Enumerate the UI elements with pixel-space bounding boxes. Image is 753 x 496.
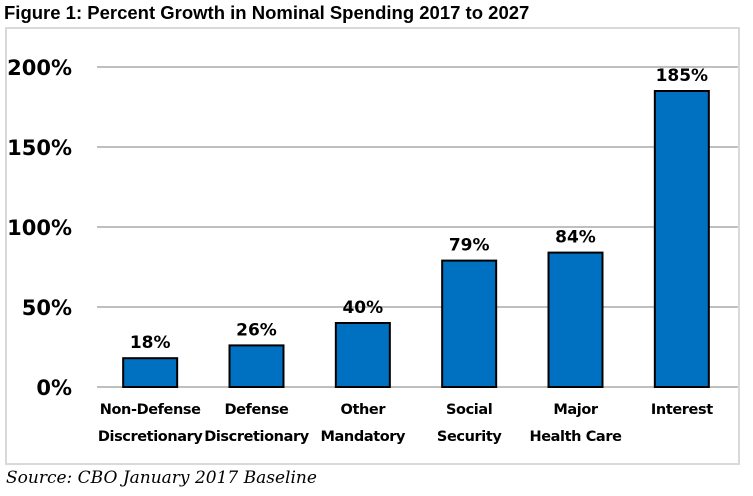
data-label: 18% <box>130 333 171 353</box>
y-tick-label: 50% <box>22 296 72 320</box>
bar <box>547 251 604 388</box>
x-tick-label: Social <box>446 402 492 418</box>
x-tick-label: Security <box>437 429 502 445</box>
bar <box>441 259 498 389</box>
bar <box>122 357 179 389</box>
y-tick-label: 0% <box>36 376 72 400</box>
y-tick-label: 200% <box>7 56 72 80</box>
y-tick-label: 100% <box>7 216 72 240</box>
data-label: 26% <box>236 320 277 340</box>
x-tick-label: Major <box>553 402 599 418</box>
x-tick-label: Defense <box>224 402 289 418</box>
data-label: 84% <box>555 228 596 248</box>
x-tick-label: Other <box>341 402 387 418</box>
bar <box>653 90 710 388</box>
source-note: Source: CBO January 2017 Baseline <box>6 468 317 488</box>
chart-title: Figure 1: Percent Growth in Nominal Spen… <box>4 2 530 23</box>
chart-frame <box>5 27 740 465</box>
x-tick-label: Discretionary <box>98 429 204 445</box>
data-label: 79% <box>449 236 490 256</box>
x-tick-label: Mandatory <box>321 429 407 445</box>
x-tick-label: Health Care <box>529 429 622 445</box>
x-tick-label: Non-Defense <box>100 402 201 418</box>
bar <box>334 322 391 388</box>
data-label: 185% <box>656 66 709 86</box>
x-tick-label: Discretionary <box>204 429 310 445</box>
data-label: 40% <box>342 298 383 318</box>
bar <box>228 344 285 388</box>
x-tick-label: Interest <box>651 402 713 418</box>
y-tick-label: 150% <box>7 136 72 160</box>
